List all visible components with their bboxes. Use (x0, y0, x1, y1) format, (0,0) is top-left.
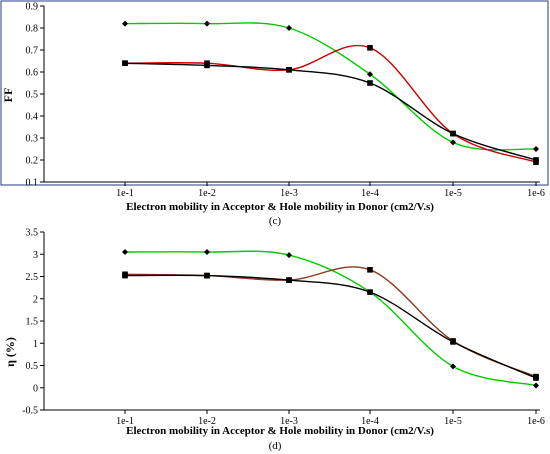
y-tick-label: 3 (33, 250, 38, 261)
y-tick-label: 0.9 (26, 2, 39, 13)
data-point-marker (367, 289, 373, 295)
y-axis-label-c: FF (1, 88, 15, 103)
y-ticks-d: -0.5 0 0.5 1 1.5 2 2.5 3 3.5 (22, 228, 44, 417)
x-tick-label: 1e-5 (444, 188, 462, 199)
data-point-marker (286, 25, 292, 31)
data-point-marker (533, 382, 539, 389)
y-tick-label: 0.8 (26, 24, 39, 35)
y-tick-label: 0.1 (26, 178, 39, 189)
data-point-marker (533, 157, 539, 163)
series-line-3 (124, 62, 537, 161)
data-point-marker (286, 277, 292, 283)
data-point-marker (122, 249, 128, 255)
x-tick-label: 1e-4 (361, 188, 379, 199)
y-tick-label: 0.5 (26, 90, 39, 101)
x-ticks-c: 1e-1 1e-2 1e-3 1e-4 1e-5 1e-6 (116, 182, 545, 199)
x-tick-label: 1e-6 (527, 188, 545, 199)
y-tick-label: 1.5 (26, 317, 39, 328)
data-point-marker (367, 267, 373, 273)
data-point-marker (204, 249, 210, 255)
data-point-marker (286, 67, 292, 73)
y-tick-label: 3.5 (26, 228, 39, 239)
y-tick-label: 0.5 (26, 361, 39, 372)
x-tick-label: 1e-1 (116, 188, 134, 199)
panel-caption-d: (d) (269, 440, 282, 452)
series-group-c (122, 20, 539, 165)
panel-caption-c: (c) (269, 215, 282, 227)
y-tick-label: 0 (33, 383, 38, 394)
y-tick-label: 0.3 (26, 134, 39, 145)
x-tick-label: 1e-4 (361, 416, 379, 427)
y-tick-label: 0.6 (26, 68, 39, 79)
data-point-marker (122, 60, 128, 66)
y-tick-label: 0.4 (26, 112, 39, 123)
data-point-marker (367, 45, 373, 51)
data-point-marker (122, 272, 128, 279)
data-point-marker (204, 62, 210, 69)
y-tick-label: 2.5 (26, 272, 39, 283)
y-tick-label: 0.2 (26, 156, 39, 167)
x-tick-label: 1e-6 (527, 416, 545, 427)
data-point-marker (450, 139, 456, 146)
x-tick-label: 1e-2 (198, 188, 216, 199)
data-point-marker (286, 252, 292, 259)
y-ticks-c: 0.1 0.2 0.3 0.4 0.5 0.6 0.7 0.8 0.9 (26, 2, 44, 189)
data-point-marker (450, 130, 456, 137)
x-tick-label: 1e-5 (444, 416, 462, 427)
data-point-marker (367, 80, 373, 86)
x-axis-label-c: Electron mobility in Acceptor & Hole mob… (126, 201, 434, 213)
data-point-marker (204, 20, 210, 27)
plot-frame-c (0, 0, 549, 186)
data-point-marker (450, 339, 456, 345)
x-tick-label: 1e-3 (280, 188, 298, 199)
data-point-marker (204, 272, 210, 279)
data-point-marker (533, 375, 539, 381)
y-axis-label-d: η (%) (3, 337, 17, 367)
series-line-1 (124, 250, 537, 387)
x-tick-label: 1e-3 (280, 416, 298, 427)
y-tick-label: -0.5 (22, 406, 38, 417)
series-group-d (122, 249, 539, 389)
series-line-1 (124, 22, 537, 151)
data-point-marker (450, 363, 456, 370)
y-tick-label: 2 (33, 294, 38, 305)
x-ticks-d: 1e-1 1e-2 1e-3 1e-4 1e-5 1e-6 (116, 410, 545, 427)
series-line-3 (124, 274, 537, 379)
data-point-marker (367, 71, 373, 78)
y-tick-label: 1 (33, 339, 38, 350)
y-tick-label: 0.7 (26, 46, 39, 57)
x-tick-label: 1e-1 (116, 416, 134, 427)
x-axis-label-d: Electron mobility in Acceptor & Hole mob… (126, 425, 434, 437)
chart-panel-c: 0.1 0.2 0.3 0.4 0.5 0.6 0.7 0.8 0.9 1e-1 1e-2 1e-3… (0, 0, 549, 227)
data-point-marker (533, 146, 539, 152)
data-point-marker (122, 20, 128, 27)
x-tick-label: 1e-2 (198, 416, 216, 427)
chart-panel-d: -0.500.511.522.533.5 1e-1 1e-2 1e-3 1e-4 1e-… (3, 228, 545, 453)
series-line-2 (124, 45, 537, 163)
